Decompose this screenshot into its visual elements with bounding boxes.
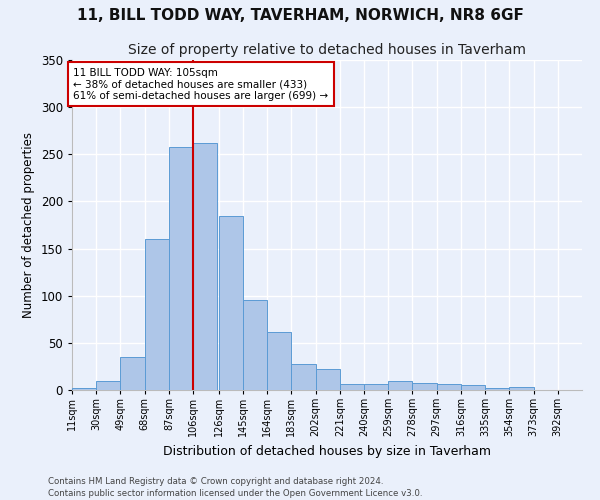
Bar xyxy=(145,239,169,390)
Bar xyxy=(364,384,388,390)
Bar xyxy=(340,384,364,390)
Text: 11, BILL TODD WAY, TAVERHAM, NORWICH, NR8 6GF: 11, BILL TODD WAY, TAVERHAM, NORWICH, NR… xyxy=(77,8,523,22)
Bar xyxy=(121,357,145,390)
Bar xyxy=(461,386,485,390)
Bar xyxy=(193,143,217,390)
X-axis label: Distribution of detached houses by size in Taverham: Distribution of detached houses by size … xyxy=(163,444,491,458)
Bar xyxy=(243,300,267,390)
Text: 11 BILL TODD WAY: 105sqm
← 38% of detached houses are smaller (433)
61% of semi-: 11 BILL TODD WAY: 105sqm ← 38% of detach… xyxy=(73,68,328,100)
Text: Contains HM Land Registry data © Crown copyright and database right 2024.
Contai: Contains HM Land Registry data © Crown c… xyxy=(48,476,422,498)
Bar xyxy=(485,388,509,390)
Bar xyxy=(218,216,243,390)
Bar xyxy=(316,370,340,390)
Bar xyxy=(388,380,412,390)
Bar xyxy=(96,380,121,390)
Bar xyxy=(267,332,292,390)
Bar xyxy=(437,384,461,390)
Bar xyxy=(292,364,316,390)
Y-axis label: Number of detached properties: Number of detached properties xyxy=(22,132,35,318)
Title: Size of property relative to detached houses in Taverham: Size of property relative to detached ho… xyxy=(128,44,526,58)
Bar xyxy=(169,146,193,390)
Bar xyxy=(509,387,533,390)
Bar xyxy=(72,388,96,390)
Bar xyxy=(412,384,437,390)
